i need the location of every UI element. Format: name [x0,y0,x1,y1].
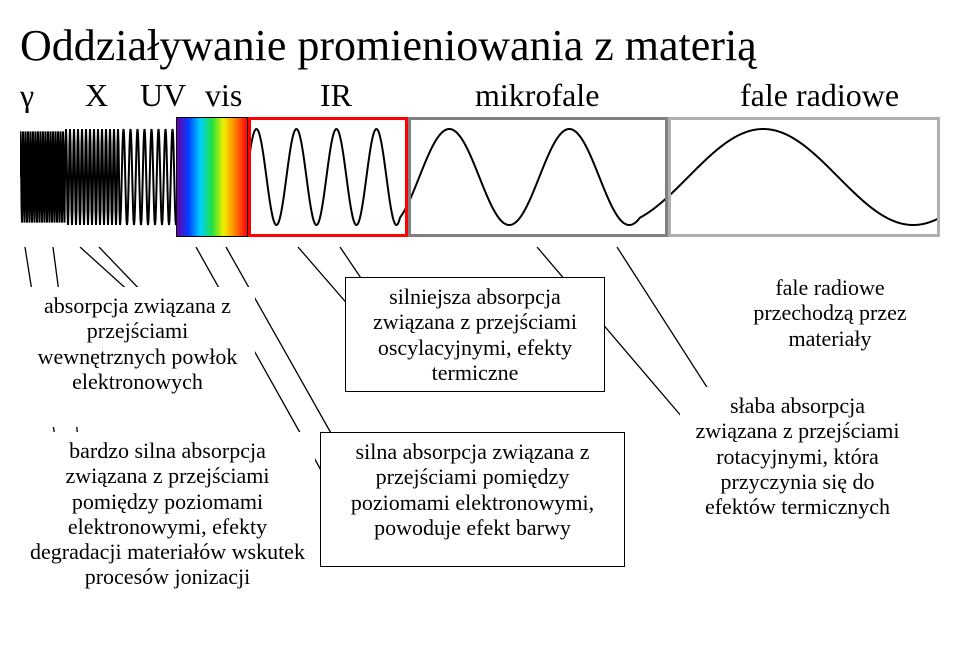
label-x: X [85,77,108,114]
callout-right_upper: fale radiowe przechodzą przez materiały [740,269,920,379]
callout-left_lower: bardzo silna absorpcja związana z przejś… [20,432,315,607]
label-vis: vis [205,77,242,114]
page-title: Oddziaływanie promieniowania z materią [20,20,939,71]
spectrum-labels-row: γ X UV vis IR mikrofale fale radiowe [20,77,939,117]
leader-line [617,247,710,392]
label-gamma: γ [20,77,34,114]
label-uv: UV [140,77,186,114]
label-radio: fale radiowe [740,77,899,114]
label-microwaves: mikrofale [475,77,599,114]
radio-region [668,117,940,237]
callout-mid_lower: silna absorpcja związana z przejściami p… [320,432,625,567]
microwave-region [408,117,668,237]
vis-region [176,117,248,237]
callout-right_lower: słaba absorpcja związana z przejściami r… [680,387,915,587]
callout-mid_upper: silniejsza absorpcja związana z przejści… [345,277,605,392]
leader-line [298,247,350,307]
ir-region [248,117,408,237]
spectrum-wave [20,117,940,237]
callout-left_upper: absorpcja związana z przejściami wewnętr… [20,287,255,427]
callouts-area: absorpcja związana z przejściami wewnętr… [20,247,940,617]
label-ir: IR [320,77,352,114]
